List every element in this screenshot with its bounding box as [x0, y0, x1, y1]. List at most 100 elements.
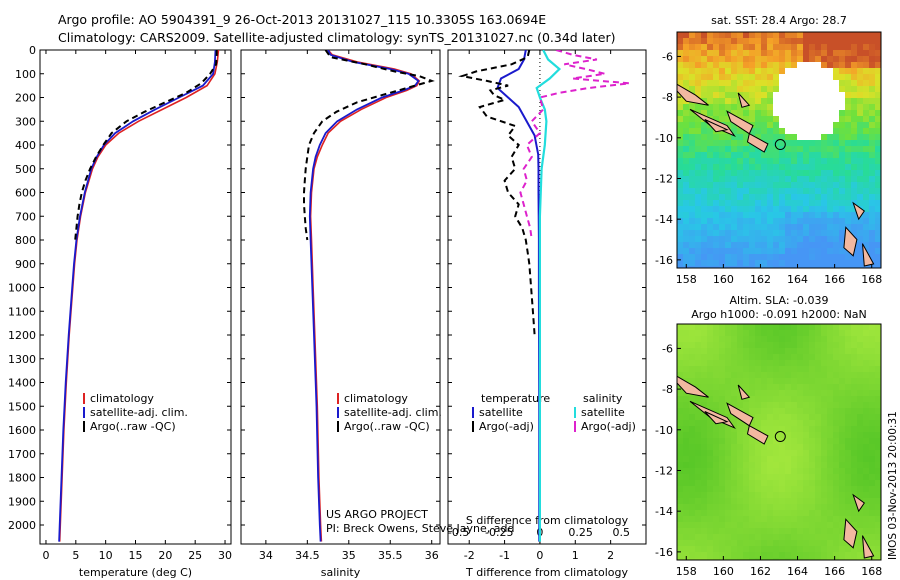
sst-map-cell	[701, 224, 708, 231]
sla-map-cell	[767, 426, 774, 433]
sst-map-cell	[755, 122, 762, 129]
sla-map-cell	[761, 492, 768, 499]
sst-map-cell	[863, 176, 870, 183]
sla-map-cell	[875, 330, 881, 337]
sst-map-cell	[755, 230, 762, 237]
sla-map-cell	[851, 480, 858, 487]
sst-map-cell	[875, 200, 881, 207]
sla-map-cell	[809, 552, 816, 559]
sst-map-cell	[875, 236, 881, 243]
sst-map-cell	[749, 110, 756, 117]
sst-map-cell	[695, 218, 702, 225]
sst-map-cell	[845, 266, 852, 268]
sst-map-cell	[677, 146, 684, 153]
sla-map-cell	[743, 450, 750, 457]
sst-map-cell	[695, 92, 702, 99]
sla-map-cell	[875, 384, 881, 391]
sla-map-cell	[833, 426, 840, 433]
sla-map-cell	[875, 414, 881, 421]
sst-map-cell	[845, 158, 852, 165]
sla-map-cell	[821, 390, 828, 397]
sla-map-cell	[821, 492, 828, 499]
sla-map-island	[852, 493, 865, 513]
sla-map-cell	[839, 528, 846, 535]
sla-map-cell	[773, 384, 780, 391]
sst-map-cell	[833, 176, 840, 183]
sla-map-cell	[749, 510, 756, 517]
sst-map-cell	[827, 122, 834, 129]
sst-map-cell	[743, 266, 750, 268]
sla-map-cell	[737, 558, 744, 560]
sst-map-cell	[707, 62, 714, 69]
sst-map-cell	[743, 50, 750, 57]
sla-map-cell	[845, 408, 852, 415]
sla-map-cell	[797, 348, 804, 355]
sla-map-cell	[743, 468, 750, 475]
sla-map-cell	[677, 486, 684, 493]
sst-map-cell	[833, 74, 840, 81]
sla-map-cell	[833, 444, 840, 451]
sla-map-cell	[845, 450, 852, 457]
sla-map-cell	[845, 480, 852, 487]
sst-map-cell	[701, 146, 708, 153]
sst-map-cell	[797, 44, 804, 51]
sla-map-cell	[713, 534, 720, 541]
sst-map-cell	[827, 62, 834, 69]
salinity-xtick-label: 35	[342, 549, 356, 562]
sla-map-cell	[767, 336, 774, 343]
sla-map-cell	[827, 324, 834, 331]
sst-map-cell	[683, 152, 690, 159]
difference-S-xtick-label: -0.25	[485, 526, 513, 539]
sst-map-cell	[725, 32, 732, 39]
sst-map-cell	[815, 152, 822, 159]
sla-map-cell	[779, 408, 786, 415]
sla-map-cell	[779, 534, 786, 541]
sla-map-cell	[869, 402, 876, 409]
sla-map-cell	[809, 330, 816, 337]
sla-map-cell	[869, 426, 876, 433]
sst-map-cell	[815, 146, 822, 153]
sst-map-cell	[833, 134, 840, 141]
sla-map-cell	[857, 552, 864, 559]
sst-map-cell	[701, 236, 708, 243]
sst-map-cell	[773, 164, 780, 171]
sla-map-cell	[827, 558, 834, 560]
sla-map-cell	[737, 372, 744, 379]
sst-map-cell	[857, 86, 864, 93]
sst-map-title: sat. SST: 28.4 Argo: 28.7	[711, 14, 847, 27]
sst-map-cell	[755, 266, 762, 268]
sst-map-cell	[725, 242, 732, 249]
sst-map-cell	[875, 254, 881, 261]
sla-map-cell	[767, 522, 774, 529]
sst-map-cell	[689, 50, 696, 57]
sst-map-cell	[713, 230, 720, 237]
sla-map-xtick-label: 164	[787, 565, 808, 578]
sst-map-cell	[749, 146, 756, 153]
sst-map-cell	[791, 110, 798, 117]
sla-map-cell	[695, 372, 702, 379]
sla-map-cell	[713, 408, 720, 415]
sla-map-cell	[821, 522, 828, 529]
sst-map-cell	[761, 224, 768, 231]
sst-map-cell	[737, 194, 744, 201]
sla-map-cell	[833, 420, 840, 427]
sst-map-cell	[737, 230, 744, 237]
sla-map-cell	[725, 504, 732, 511]
sst-map-cell	[815, 134, 822, 141]
sst-map-cell	[863, 146, 870, 153]
sla-map-cell	[707, 558, 714, 560]
sst-map-cell	[773, 158, 780, 165]
sla-map-cell	[743, 378, 750, 385]
sla-map-cell	[803, 516, 810, 523]
sst-map-cell	[737, 68, 744, 75]
sst-map-cell	[713, 254, 720, 261]
sst-map-cell	[815, 122, 822, 129]
sla-map-cell	[827, 348, 834, 355]
sst-map-cell	[827, 206, 834, 213]
sla-map-frame	[676, 323, 882, 561]
sla-map-cell	[755, 540, 762, 547]
sla-map-cell	[767, 414, 774, 421]
sst-map-cell	[863, 104, 870, 111]
sst-map-cell	[695, 74, 702, 81]
sla-map-cell	[791, 354, 798, 361]
